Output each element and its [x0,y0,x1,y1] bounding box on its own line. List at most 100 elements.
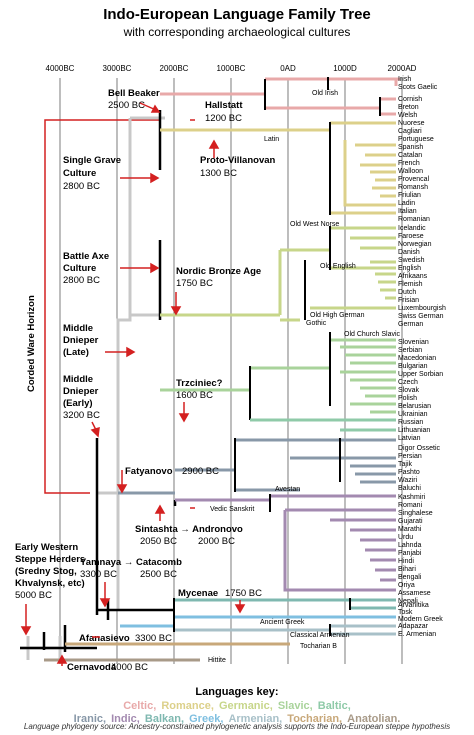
label-tocharian-b: Tocharian B [300,643,337,650]
lang-label: Flemish [398,281,423,288]
culture-hallstatt: Hallstatt [205,100,243,111]
label-vedic-sanskrit: Vedic Sanskrit [210,506,254,513]
culture-early-western-4: Khvalynsk, etc) [15,578,85,589]
culture-mycenae-date: 1750 BC [225,588,262,599]
culture-mycenae: Mycenae [178,588,218,599]
tick-label: 1000BC [217,64,246,73]
culture-sintashta-date1: 2050 BC [140,536,177,547]
key-celtic: Celtic, [123,700,157,712]
balkan-branches [174,598,396,610]
culture-trzciniec: Trzciniec? [176,378,223,389]
lang-label: Russian [398,419,423,426]
tick-label: 2000AD [388,64,417,73]
inner-labels: Old Irish Latin Old West Norse Old Engli… [208,90,401,664]
key-line-1: Celtic, Romance, Germanic, Slavic, Balti… [0,700,474,712]
tick-label: 3000BC [103,64,132,73]
label-classical-armenian: Classical Armenian [290,632,350,639]
lang-label: Tajik [398,461,413,468]
label-old-english: Old English [320,263,356,270]
arrows [20,102,246,666]
baltic-branches [250,418,396,432]
lang-label: Bihari [398,566,416,573]
lang-label: Icelandic [398,225,426,232]
key-romance: Romance, [161,700,214,712]
lang-label: Ladin [398,200,415,207]
culture-nordic-bronze-date: 1750 BC [176,278,213,289]
lang-label: Digor Ossetic [398,445,441,452]
culture-dnieper-early-date: 3200 BC [63,410,100,421]
key-germanic: Germanic, [218,700,273,712]
corded-ware-label: Corded Ware Horizon [26,295,37,392]
lang-label: Serbian [398,347,422,354]
slavic-branches [160,338,396,414]
lang-label: Slovenian [398,339,429,346]
tick-label: 4000BC [46,64,75,73]
label-old-west-norse: Old West Norse [290,221,339,228]
source-note: Language phylogeny source: Ancestry-cons… [23,722,451,731]
lang-label: Nuorese [398,120,425,127]
lang-label: Latvian [398,435,421,442]
tick-label: 2000BC [160,64,189,73]
armenian-branches [174,624,396,636]
lang-label: Frisian [398,297,419,304]
culture-single-grave-2: Culture [63,168,96,179]
key-title: Languages key: [195,686,279,698]
lang-label: Romansh [398,184,428,191]
lang-label: Welsh [398,112,417,119]
page-subtitle: with corresponding archaeological cultur… [123,25,351,39]
lang-label: Belarusian [398,403,431,410]
lang-label: Norwegian [398,241,432,248]
corded-ware-bracket [44,119,160,494]
lang-label: Kashmiri [398,494,426,501]
culture-cernavoda-date: 4000 BC [111,662,148,673]
lang-label: Afrikaans [398,273,428,280]
lang-label: Scots Gaelic [398,84,438,91]
axis-ticks: 4000BC 3000BC 2000BC 1000BC 0AD 1000D 20… [46,64,417,73]
celtic-branches [160,77,400,116]
culture-sintashta: Sintashta → Andronovo [135,524,243,535]
lang-label: Friulian [398,192,421,199]
key-iranic: Iranic, [73,713,107,725]
lang-label: Hindi [398,558,414,565]
culture-afanasievo: Afanasievo [79,633,130,644]
lang-label: Spanish [398,144,423,151]
greek-branches [120,615,396,628]
slavic-splits [249,332,331,420]
lang-label: Czech [398,379,418,386]
romance-branches [160,121,396,215]
lang-label: Luxembourgish [398,305,446,312]
culture-dnieper-late-2: Dnieper [63,335,99,346]
lang-label: Breton [398,104,419,111]
iranic-branches [118,438,396,495]
lang-label: Lahnda [398,542,421,549]
key-greek: Greek, [189,713,224,725]
lang-label: Swedish [398,257,425,264]
culture-cernavoda: Cernavodă [67,662,117,673]
germanic-splits [304,226,331,320]
lang-label: Upper Sorbian [398,371,443,378]
page-title: Indo-European Language Family Tree [103,6,371,23]
culture-battle-axe-date: 2800 BC [63,275,100,286]
label-gothic: Gothic [306,320,327,327]
culture-sintashta-date2: 2000 BC [198,536,235,547]
culture-fatyanovo-date: 2900 BC [182,466,219,477]
iranic-splits [234,438,341,492]
lang-label: Ukrainian [398,411,428,418]
lang-label: English [398,265,421,272]
lang-label: Modern Greek [398,616,443,623]
lang-label: Nepali [398,598,418,605]
celtic-splits [264,77,381,116]
lang-label: Singhalese [398,510,433,517]
key-tocharian: Tocharian, [287,713,343,725]
lang-label: Catalan [398,152,422,159]
culture-bell-beaker-date: 2500 BC [108,100,145,111]
lang-label: Italian [398,208,417,215]
lang-label: Romani [398,502,423,509]
label-avestan: Avestan [275,486,300,493]
culture-hallstatt-date: 1200 BC [205,113,242,124]
culture-afanasievo-date: 3300 BC [135,633,172,644]
lang-label: E. Armenian [398,631,436,638]
lang-label: Bengali [398,574,422,581]
label-latin: Latin [264,136,279,143]
lang-label: Macedonian [398,355,436,362]
